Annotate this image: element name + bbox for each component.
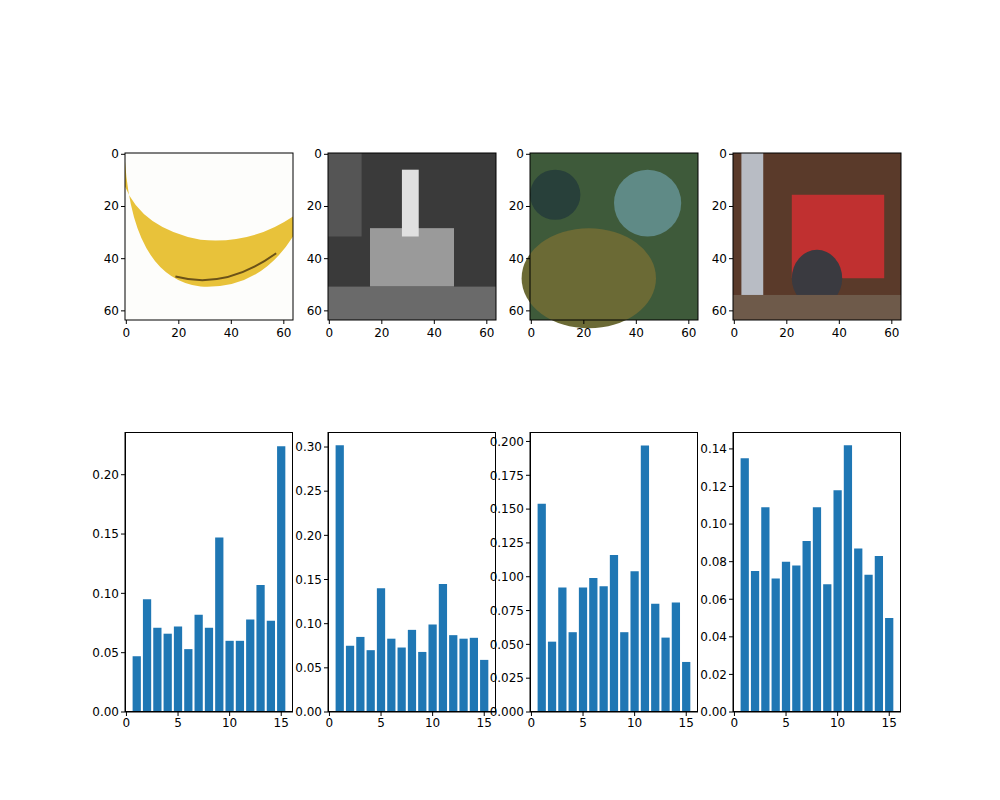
svg-text:5: 5	[782, 716, 790, 730]
svg-text:0.06: 0.06	[700, 593, 727, 607]
svg-text:0.200: 0.200	[490, 435, 524, 449]
svg-text:10: 10	[425, 716, 440, 730]
svg-text:5: 5	[174, 716, 182, 730]
svg-text:60: 60	[104, 304, 119, 318]
svg-text:20: 20	[104, 199, 119, 213]
svg-text:0.075: 0.075	[490, 604, 524, 618]
svg-text:60: 60	[479, 326, 494, 340]
svg-text:0.04: 0.04	[700, 630, 727, 644]
svg-text:0: 0	[325, 326, 333, 340]
svg-text:5: 5	[579, 716, 587, 730]
svg-text:15: 15	[274, 716, 289, 730]
svg-text:0.050: 0.050	[490, 638, 524, 652]
svg-text:40: 40	[307, 252, 322, 266]
svg-text:0.000: 0.000	[490, 705, 524, 719]
svg-text:10: 10	[830, 716, 845, 730]
svg-text:0: 0	[122, 326, 130, 340]
svg-text:0.00: 0.00	[295, 705, 322, 719]
svg-text:40: 40	[712, 252, 727, 266]
svg-text:20: 20	[712, 199, 727, 213]
svg-text:40: 40	[427, 326, 442, 340]
svg-text:15: 15	[882, 716, 897, 730]
svg-text:40: 40	[224, 326, 239, 340]
svg-text:0.05: 0.05	[295, 661, 322, 675]
svg-text:20: 20	[509, 199, 524, 213]
svg-text:0.10: 0.10	[92, 587, 119, 601]
svg-text:0.100: 0.100	[490, 570, 524, 584]
svg-text:0.175: 0.175	[490, 469, 524, 483]
svg-text:0.150: 0.150	[490, 502, 524, 516]
svg-text:0.15: 0.15	[295, 573, 322, 587]
svg-text:60: 60	[307, 304, 322, 318]
svg-text:60: 60	[681, 326, 696, 340]
svg-text:15: 15	[679, 716, 694, 730]
svg-text:0: 0	[527, 326, 535, 340]
svg-text:15: 15	[476, 715, 492, 730]
svg-text:40: 40	[509, 252, 524, 266]
svg-text:0.125: 0.125	[490, 536, 524, 550]
svg-text:0: 0	[516, 147, 524, 161]
svg-text:0.15: 0.15	[92, 527, 119, 541]
svg-text:5: 5	[377, 716, 385, 730]
svg-text:60: 60	[884, 326, 899, 340]
svg-text:0.025: 0.025	[490, 671, 524, 685]
svg-text:10: 10	[627, 716, 642, 730]
svg-text:0: 0	[731, 716, 739, 730]
svg-text:40: 40	[832, 326, 847, 340]
svg-text:0.12: 0.12	[700, 480, 727, 494]
svg-text:0: 0	[123, 716, 131, 730]
svg-text:20: 20	[779, 326, 794, 340]
svg-text:0: 0	[326, 716, 334, 730]
svg-text:0.08: 0.08	[700, 555, 727, 569]
svg-text:60: 60	[276, 326, 291, 340]
svg-text:0.10: 0.10	[700, 517, 727, 531]
svg-text:0.20: 0.20	[295, 529, 322, 543]
svg-text:0: 0	[111, 147, 119, 161]
svg-text:0.20: 0.20	[92, 468, 119, 482]
svg-text:20: 20	[374, 326, 389, 340]
svg-text:0: 0	[730, 326, 738, 340]
svg-text:0.00: 0.00	[700, 705, 727, 719]
svg-text:60: 60	[509, 304, 524, 318]
svg-text:40: 40	[104, 252, 119, 266]
svg-text:40: 40	[629, 326, 644, 340]
svg-text:0.10: 0.10	[295, 617, 322, 631]
svg-text:0.00: 0.00	[92, 705, 119, 719]
svg-text:0.14: 0.14	[700, 442, 727, 456]
svg-text:0: 0	[528, 716, 536, 730]
svg-text:20: 20	[307, 199, 322, 213]
svg-text:0: 0	[719, 147, 727, 161]
svg-text:0.05: 0.05	[92, 646, 119, 660]
svg-text:0.02: 0.02	[700, 668, 727, 682]
svg-text:20: 20	[171, 326, 186, 340]
svg-text:20: 20	[576, 326, 591, 340]
svg-text:0.25: 0.25	[295, 484, 322, 498]
svg-text:60: 60	[712, 304, 727, 318]
svg-text:0.30: 0.30	[295, 440, 322, 454]
svg-text:10: 10	[222, 716, 237, 730]
svg-text:0: 0	[314, 147, 322, 161]
